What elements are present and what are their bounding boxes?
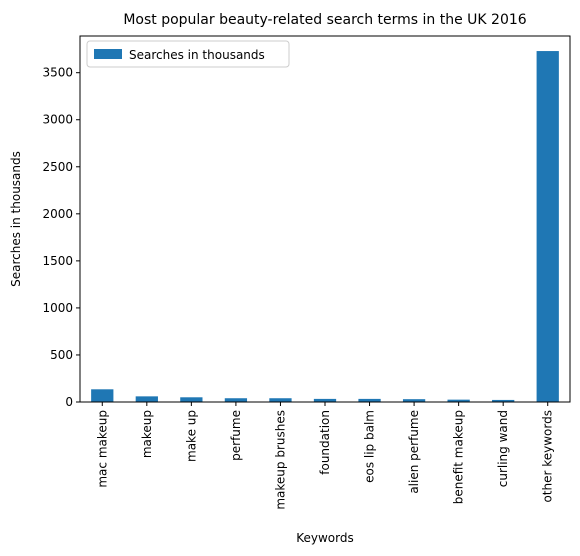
y-tick-label: 3000 — [42, 113, 73, 127]
y-tick-label: 0 — [65, 395, 73, 409]
x-tick-label: mac makeup — [95, 410, 109, 488]
x-tick-label: curling wand — [496, 410, 510, 487]
x-tick-label: other keywords — [541, 410, 555, 503]
bar-make-up — [180, 397, 203, 402]
y-axis-ticks: 0 500 1000 1500 2000 2500 3000 3500 — [42, 66, 80, 409]
bar-perfume — [224, 398, 248, 402]
bar-makeup — [135, 396, 158, 402]
bar-alien-perfume — [402, 399, 426, 402]
y-tick-label: 2500 — [42, 160, 73, 174]
bar-eos-lip-balm — [358, 398, 381, 402]
y-tick-label: 3500 — [42, 66, 73, 80]
x-tick-label: makeup brushes — [273, 410, 287, 510]
x-tick-label: foundation — [318, 410, 332, 475]
y-tick-label: 500 — [50, 348, 73, 362]
legend-box — [86, 40, 290, 68]
bar-foundation — [313, 398, 337, 402]
x-tick-label: makeup — [140, 410, 154, 458]
y-tick-label: 1500 — [42, 254, 73, 268]
legend-label: Searches in thousands — [129, 48, 265, 62]
x-tick-label: perfume — [229, 410, 243, 461]
x-tick-label: alien perfume — [407, 410, 421, 494]
y-tick-label: 1000 — [42, 301, 73, 315]
bar-mac-makeup — [91, 389, 114, 402]
x-tick-label: eos lip balm — [363, 410, 377, 483]
plot-frame — [79, 35, 571, 403]
bar-benefit-makeup — [447, 399, 470, 402]
x-tick-label: make up — [184, 410, 198, 462]
bar-makeup-brushes — [269, 398, 292, 402]
x-axis-ticks: mac makeup makeup make up perfume makeup bru… — [95, 402, 555, 510]
bar-curling-wand — [492, 399, 515, 402]
y-tick-label: 2000 — [42, 207, 73, 221]
bar-other-keywords — [536, 51, 559, 402]
legend-swatch — [94, 49, 122, 59]
x-tick-label: benefit makeup — [452, 410, 466, 504]
chart-title: Most popular beauty-related search terms… — [123, 12, 526, 28]
legend: Searches in thousands — [86, 40, 290, 68]
x-axis-label: Keywords — [296, 531, 354, 545]
y-axis-label: Searches in thousands — [9, 151, 23, 287]
bars-group — [91, 51, 559, 402]
